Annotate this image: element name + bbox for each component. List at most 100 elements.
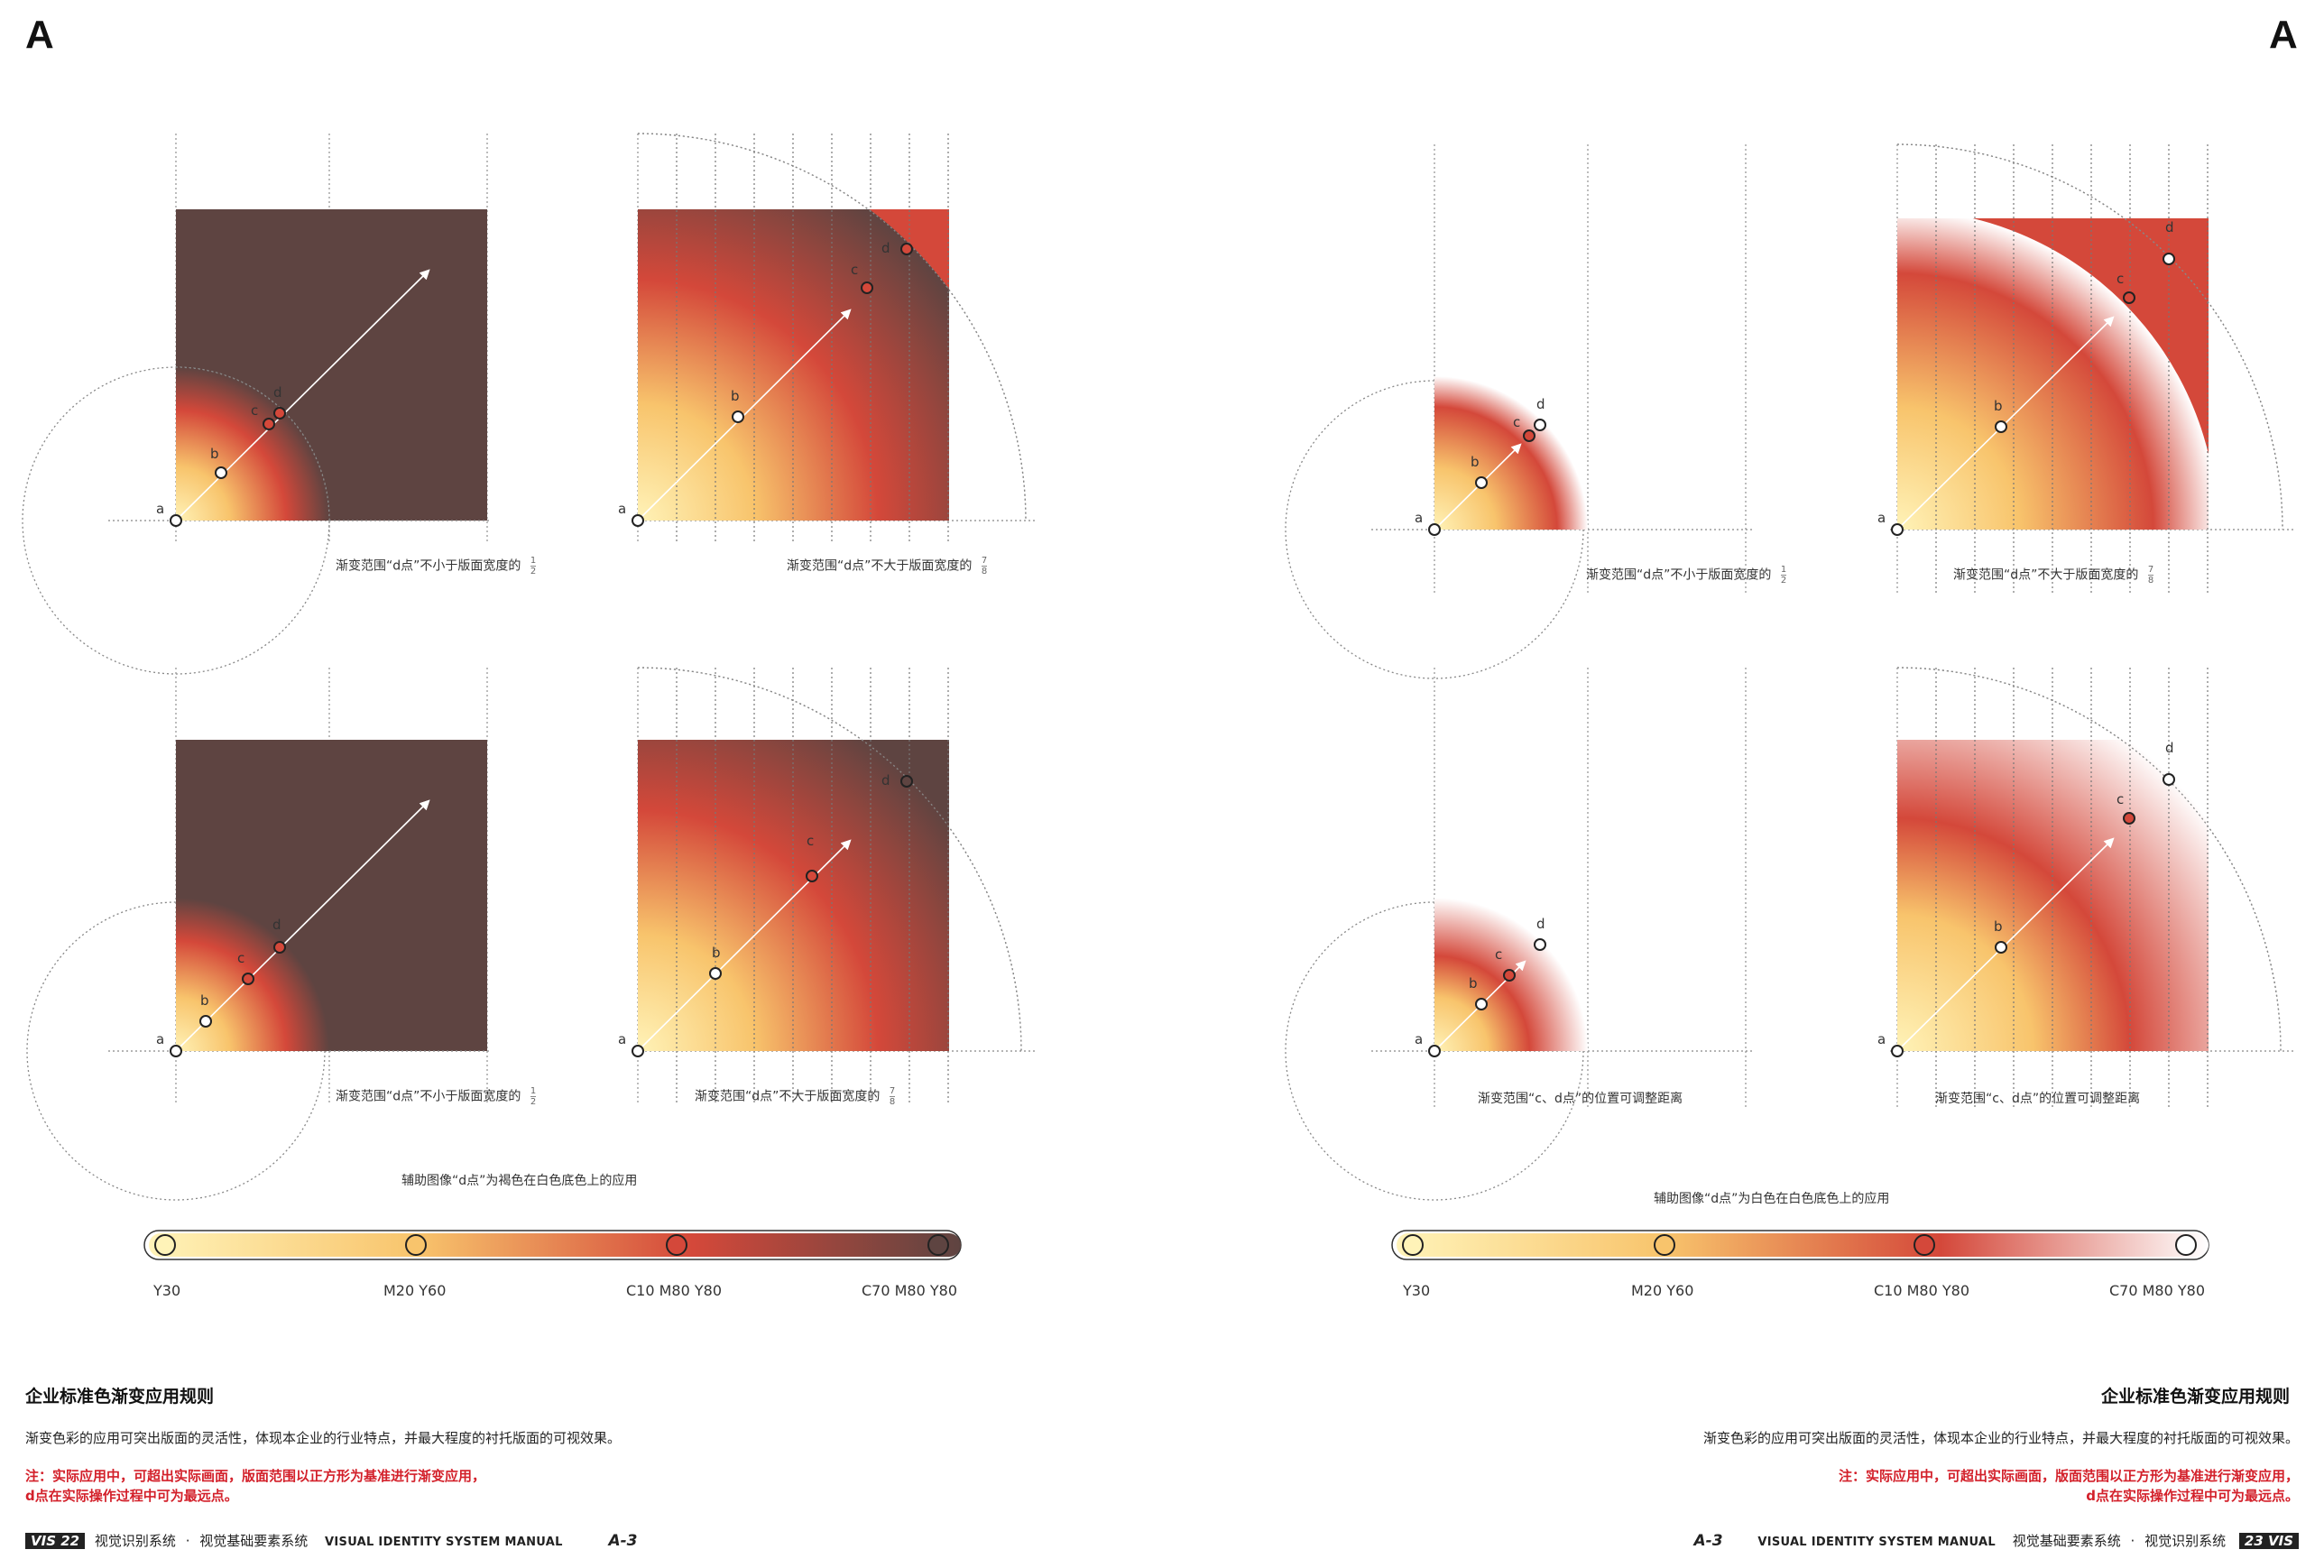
point-d <box>900 243 913 255</box>
point-label-b: b <box>1471 454 1480 470</box>
vis-badge: 23 VIS <box>2238 1533 2299 1549</box>
point-label-c: c <box>1495 946 1502 963</box>
color-stop <box>1402 1234 1424 1256</box>
point-b <box>1995 420 2007 433</box>
point-b <box>709 967 722 980</box>
point-label-a: a <box>156 1031 164 1047</box>
left-note: 注：实际应用中，可超出实际画面，版面范围以正方形为基准进行渐变应用， d点在实际… <box>25 1468 486 1504</box>
point-label-c: c <box>2116 271 2124 287</box>
point-label-c: c <box>237 950 244 966</box>
point-a <box>632 514 644 527</box>
point-b <box>215 466 227 479</box>
tick-right-c70m80y80: C70 M80 Y80 <box>2109 1282 2205 1299</box>
color-stop <box>1914 1234 1935 1256</box>
color-stop <box>405 1234 427 1256</box>
caption-right-panel-3: 渐变范围“c、d点”的位置可调整距离 <box>1478 1092 1683 1106</box>
point-label-d: d <box>272 917 281 933</box>
tick-left-m20y60: M20 Y60 <box>383 1282 447 1299</box>
point-a <box>1428 523 1441 536</box>
point-c <box>1523 429 1536 442</box>
point-d <box>900 775 913 788</box>
point-label-b: b <box>200 992 209 1009</box>
vis-badge: VIS 22 <box>25 1533 86 1549</box>
color-stop <box>2175 1234 2197 1256</box>
point-a <box>1428 1045 1441 1057</box>
point-d <box>1534 938 1546 951</box>
color-stop <box>927 1234 949 1256</box>
caption-right-panel-4: 渐变范围“c、d点”的位置可调整距离 <box>1935 1092 2141 1106</box>
right-body: 渐变色彩的应用可突出版面的灵活性，体现本企业的行业特点，并最大程度的衬托版面的可… <box>1702 1430 2299 1446</box>
tick-left-c70m80y80: C70 M80 Y80 <box>862 1282 957 1299</box>
right-note: 注：实际应用中，可超出实际画面，版面范围以正方形为基准进行渐变应用， d点在实际… <box>1838 1468 2299 1504</box>
tick-right-y30: Y30 <box>1403 1282 1431 1299</box>
point-label-a: a <box>1415 1031 1423 1047</box>
point-label-c: c <box>807 833 814 849</box>
point-label-b: b <box>712 945 721 961</box>
point-label-d: d <box>1536 396 1545 412</box>
point-b <box>732 410 744 423</box>
point-label-d: d <box>2165 740 2174 756</box>
direction-arrow <box>1901 316 2115 526</box>
point-label-b: b <box>1469 975 1478 992</box>
point-label-b: b <box>1994 918 2003 935</box>
point-d <box>1534 419 1546 431</box>
point-label-d: d <box>273 384 282 401</box>
direction-arrow <box>1901 837 2115 1047</box>
point-label-a: a <box>618 501 626 517</box>
guide-arc <box>637 133 1027 521</box>
tick-left-y30: Y30 <box>153 1282 181 1299</box>
point-label-d: d <box>1536 916 1545 932</box>
page-letter-left: A <box>25 13 54 57</box>
point-b <box>1475 998 1488 1010</box>
tick-right-c10m80y80: C10 M80 Y80 <box>1874 1282 1969 1299</box>
point-b <box>199 1015 212 1028</box>
point-c <box>806 870 818 882</box>
point-label-a: a <box>1415 510 1423 526</box>
point-label-b: b <box>1994 398 2003 414</box>
right-title: 企业标准色渐变应用规则 <box>2100 1387 2290 1407</box>
point-label-c: c <box>251 402 258 419</box>
color-stop <box>1654 1234 1675 1256</box>
point-a <box>1891 523 1904 536</box>
caption-left-main: 辅助图像“d点”为褐色在白色底色上的应用 <box>401 1174 638 1188</box>
point-label-d: d <box>2165 219 2174 235</box>
color-stop <box>154 1234 176 1256</box>
point-label-d: d <box>881 772 890 789</box>
point-a <box>632 1045 644 1057</box>
point-label-c: c <box>851 262 858 278</box>
point-label-a: a <box>1877 1031 1886 1047</box>
point-label-a: a <box>156 501 164 517</box>
point-label-a: a <box>1877 510 1886 526</box>
point-label-a: a <box>618 1031 626 1047</box>
point-a <box>170 514 182 527</box>
left-footer: VIS 22 视觉识别系统 · 视觉基础要素系统 VISUAL IDENTITY… <box>25 1531 638 1550</box>
point-c <box>2123 812 2135 825</box>
point-b <box>1475 476 1488 489</box>
left-body: 渐变色彩的应用可突出版面的灵活性，体现本企业的行业特点，并最大程度的衬托版面的可… <box>25 1430 622 1446</box>
right-footer: A-3 VISUAL IDENTITY SYSTEM MANUAL 视觉基础要素… <box>1694 1531 2299 1550</box>
point-b <box>1995 941 2007 954</box>
direction-arrow <box>180 799 430 1047</box>
page-letter-right: A <box>2269 13 2298 57</box>
point-c <box>2123 291 2135 304</box>
left-title: 企业标准色渐变应用规则 <box>25 1387 215 1407</box>
tick-left-c10m80y80: C10 M80 Y80 <box>626 1282 722 1299</box>
point-d <box>273 407 286 420</box>
point-label-b: b <box>731 388 740 404</box>
point-c <box>1503 969 1516 982</box>
point-label-d: d <box>881 240 890 256</box>
point-d <box>2163 253 2175 265</box>
point-c <box>861 281 873 294</box>
point-label-b: b <box>210 446 219 462</box>
direction-arrow <box>641 309 852 517</box>
